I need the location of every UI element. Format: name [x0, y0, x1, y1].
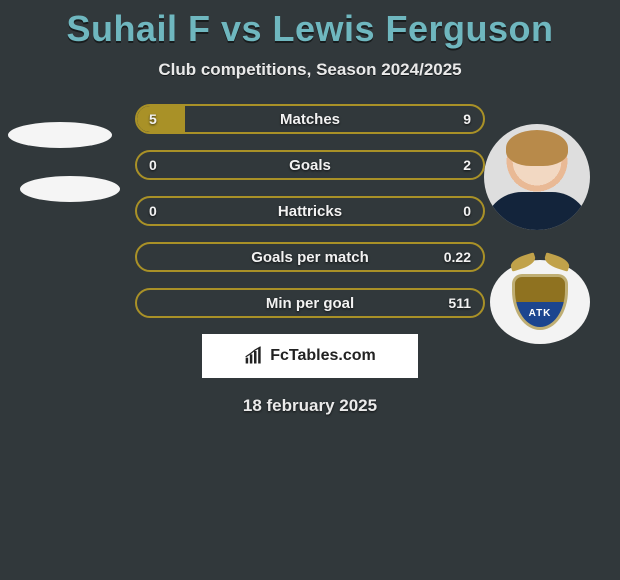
crest-letters: ATK [515, 308, 565, 319]
stat-label: Hattricks [137, 198, 483, 224]
stat-value-right: 0.22 [444, 244, 471, 270]
stats-container: 5Matches90Goals20Hattricks0Goals per mat… [135, 104, 485, 318]
stat-value-right: 9 [463, 106, 471, 132]
stat-row: Goals per match0.22 [135, 242, 485, 272]
stat-row: 0Goals2 [135, 150, 485, 180]
page-subtitle: Club competitions, Season 2024/2025 [0, 60, 620, 80]
shield-icon: ATK [512, 274, 568, 330]
page-title: Suhail F vs Lewis Ferguson [0, 0, 620, 50]
player-left-photo-placeholder [8, 122, 112, 148]
stat-value-right: 2 [463, 152, 471, 178]
eagle-icon [510, 250, 570, 276]
stat-label: Min per goal [137, 290, 483, 316]
stat-row: 0Hattricks0 [135, 196, 485, 226]
watermark-text: FcTables.com [270, 347, 376, 365]
club-right-crest: ATK [490, 260, 590, 344]
watermark: FcTables.com [202, 334, 418, 378]
club-left-crest-placeholder [20, 176, 120, 202]
player-right-photo [484, 124, 590, 230]
stat-label: Matches [137, 106, 483, 132]
stat-row: Min per goal511 [135, 288, 485, 318]
stat-label: Goals per match [137, 244, 483, 270]
stat-label: Goals [137, 152, 483, 178]
bar-chart-icon [244, 346, 264, 366]
stat-value-right: 511 [448, 290, 471, 316]
stat-value-right: 0 [463, 198, 471, 224]
date-text: 18 february 2025 [0, 396, 620, 416]
stat-row: 5Matches9 [135, 104, 485, 134]
